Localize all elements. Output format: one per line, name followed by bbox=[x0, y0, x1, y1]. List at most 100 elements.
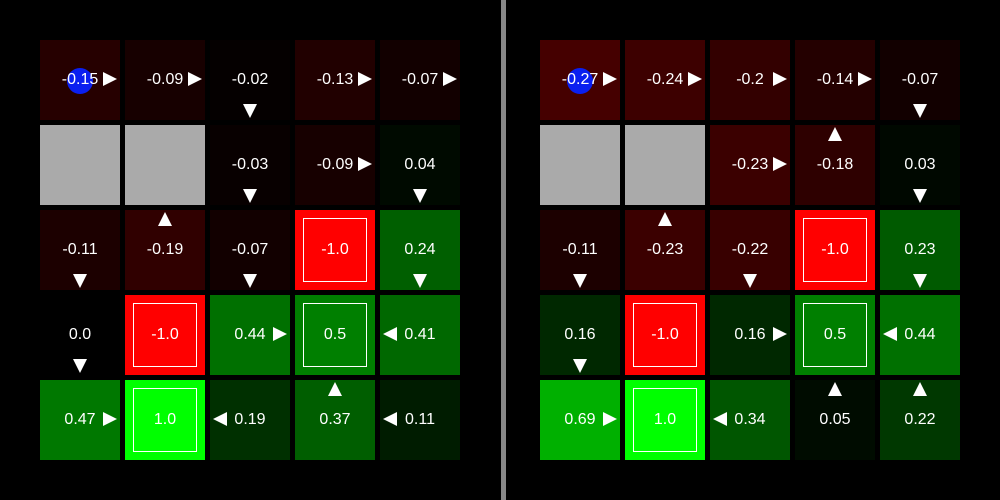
grid-cell: 0.16 bbox=[710, 295, 790, 375]
cell-value: -0.07 bbox=[231, 241, 269, 258]
grid-cell: 0.44 bbox=[880, 295, 960, 375]
agent-marker bbox=[567, 68, 593, 94]
policy-arrow-right-icon bbox=[773, 327, 787, 341]
grid-cell: 0.41 bbox=[380, 295, 460, 375]
cell-value: -0.07 bbox=[901, 71, 939, 88]
policy-arrow-right-icon bbox=[358, 157, 372, 171]
policy-arrow-right-icon bbox=[773, 157, 787, 171]
policy-arrow-right-icon bbox=[103, 72, 117, 86]
terminal-cell: 1.0 bbox=[125, 380, 205, 460]
cell-value: 0.69 bbox=[564, 411, 596, 428]
cell-value: 0.44 bbox=[234, 326, 266, 343]
cell-value: 0.0 bbox=[68, 326, 92, 343]
grid-cell: 0.44 bbox=[210, 295, 290, 375]
cell-value: -1.0 bbox=[321, 241, 349, 258]
policy-arrow-down-icon bbox=[73, 274, 87, 288]
cell-value: 0.37 bbox=[319, 411, 351, 428]
grid-cell: -0.18 bbox=[795, 125, 875, 205]
policy-arrow-up-icon bbox=[828, 127, 842, 141]
cell-value: -0.11 bbox=[562, 241, 598, 258]
grid-cell: 0.19 bbox=[210, 380, 290, 460]
cell-value: 0.34 bbox=[734, 411, 766, 428]
cell-value: 0.5 bbox=[823, 326, 847, 343]
policy-arrow-right-icon bbox=[603, 72, 617, 86]
grid-cell: 0.03 bbox=[880, 125, 960, 205]
cell-value: 0.41 bbox=[404, 326, 436, 343]
grid-cell: -0.07 bbox=[380, 40, 460, 120]
grid-cell: -0.03 bbox=[210, 125, 290, 205]
grid-cell: 0.69 bbox=[540, 380, 620, 460]
policy-arrow-down-icon bbox=[913, 189, 927, 203]
cell-value: -0.11 bbox=[62, 241, 98, 258]
grid-cell: 0.0 bbox=[40, 295, 120, 375]
cell-value: -1.0 bbox=[151, 326, 179, 343]
policy-arrow-down-icon bbox=[243, 189, 257, 203]
cell-value: 0.11 bbox=[405, 411, 435, 428]
policy-arrow-down-icon bbox=[413, 189, 427, 203]
panel-divider bbox=[501, 0, 506, 500]
wall-cell bbox=[40, 125, 120, 205]
terminal-border bbox=[803, 303, 867, 367]
cell-value: -0.19 bbox=[146, 241, 184, 258]
cell-value: -0.22 bbox=[731, 241, 769, 258]
terminal-border bbox=[133, 303, 197, 367]
cell-value: 0.24 bbox=[404, 241, 436, 258]
cell-value: -0.09 bbox=[316, 156, 354, 173]
policy-arrow-left-icon bbox=[383, 412, 397, 426]
cell-value: 0.44 bbox=[904, 326, 936, 343]
cell-value: -0.27 bbox=[561, 71, 599, 88]
wall-cell bbox=[125, 125, 205, 205]
terminal-cell: -1.0 bbox=[795, 210, 875, 290]
cell-value: -0.09 bbox=[146, 71, 184, 88]
terminal-border bbox=[303, 303, 367, 367]
grid-cell: 0.11 bbox=[380, 380, 460, 460]
policy-arrow-left-icon bbox=[383, 327, 397, 341]
policy-arrow-right-icon bbox=[103, 412, 117, 426]
grid-cell: -0.27 bbox=[540, 40, 620, 120]
terminal-cell: 0.5 bbox=[795, 295, 875, 375]
policy-arrow-right-icon bbox=[773, 72, 787, 86]
policy-arrow-down-icon bbox=[243, 274, 257, 288]
terminal-border bbox=[803, 218, 867, 282]
cell-value: 0.5 bbox=[323, 326, 347, 343]
policy-arrow-down-icon bbox=[73, 359, 87, 373]
policy-arrow-left-icon bbox=[713, 412, 727, 426]
policy-arrow-up-icon bbox=[828, 382, 842, 396]
cell-value: -0.23 bbox=[646, 241, 684, 258]
grid-cell: -0.14 bbox=[795, 40, 875, 120]
grid-cell: -0.11 bbox=[40, 210, 120, 290]
cell-value: 0.16 bbox=[564, 326, 596, 343]
value-grid-left: -0.15 -0.09 -0.02 -0.13 -0.07 -0.03 -0.09 0.04 -… bbox=[40, 40, 460, 460]
cell-value: 0.23 bbox=[904, 241, 936, 258]
grid-cell: -0.22 bbox=[710, 210, 790, 290]
policy-arrow-right-icon bbox=[443, 72, 457, 86]
cell-value: -0.2 bbox=[736, 71, 764, 88]
terminal-border bbox=[133, 388, 197, 452]
grid-cell: 0.23 bbox=[880, 210, 960, 290]
cell-value: -0.02 bbox=[231, 71, 269, 88]
grid-cell: 0.34 bbox=[710, 380, 790, 460]
grid-cell: -0.2 bbox=[710, 40, 790, 120]
terminal-border bbox=[633, 388, 697, 452]
grid-cell: 0.22 bbox=[880, 380, 960, 460]
cell-value: -0.14 bbox=[816, 71, 854, 88]
policy-arrow-up-icon bbox=[328, 382, 342, 396]
cell-value: -1.0 bbox=[651, 326, 679, 343]
terminal-cell: 1.0 bbox=[625, 380, 705, 460]
cell-value: 0.04 bbox=[404, 156, 436, 173]
grid-cell: -0.13 bbox=[295, 40, 375, 120]
policy-arrow-down-icon bbox=[743, 274, 757, 288]
grid-cell: -0.24 bbox=[625, 40, 705, 120]
cell-value: 0.22 bbox=[904, 411, 936, 428]
cell-value: -0.15 bbox=[61, 71, 99, 88]
grid-cell: -0.23 bbox=[710, 125, 790, 205]
policy-arrow-down-icon bbox=[913, 274, 927, 288]
cell-value: -0.07 bbox=[401, 71, 439, 88]
grid-cell: -0.07 bbox=[880, 40, 960, 120]
terminal-cell: -1.0 bbox=[295, 210, 375, 290]
policy-arrow-up-icon bbox=[658, 212, 672, 226]
cell-value: -0.03 bbox=[231, 156, 269, 173]
wall-cell bbox=[625, 125, 705, 205]
policy-arrow-left-icon bbox=[883, 327, 897, 341]
cell-value: -0.24 bbox=[646, 71, 684, 88]
